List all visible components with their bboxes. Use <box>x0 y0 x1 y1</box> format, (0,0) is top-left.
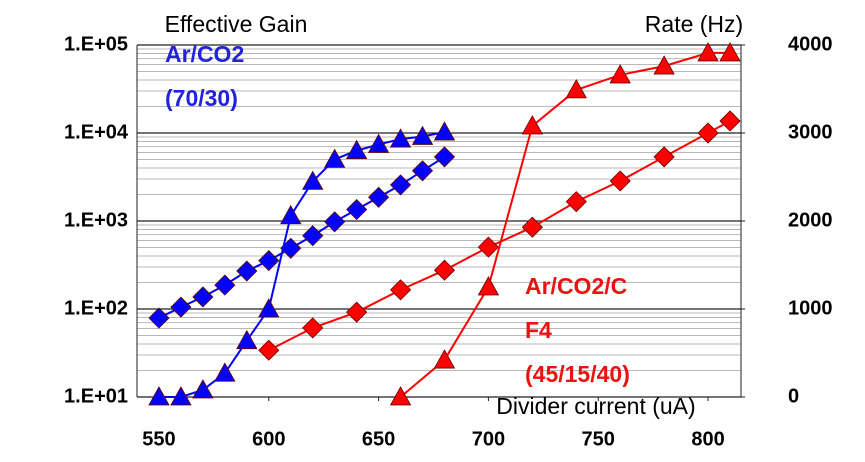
series-annotation: (45/15/40) <box>525 361 630 387</box>
y2-axis-label: Rate (Hz) <box>645 11 743 37</box>
x-tick-label: 750 <box>582 428 615 450</box>
diamond-marker <box>697 122 719 144</box>
triangle-marker <box>411 125 434 145</box>
diamond-marker <box>236 260 258 282</box>
diamond-marker <box>411 160 434 182</box>
triangle-marker <box>653 55 675 75</box>
diamond-marker <box>368 186 390 208</box>
triangle-marker <box>389 386 412 406</box>
diamond-marker <box>346 198 368 221</box>
triangle-marker <box>719 42 741 62</box>
diamond-marker <box>302 317 324 339</box>
diamond-marker <box>477 236 499 258</box>
x-axis-label: Divider current (uA) <box>496 393 695 419</box>
triangle-marker <box>258 298 280 318</box>
grid <box>136 44 745 401</box>
triangle-marker <box>345 139 368 159</box>
triangle-marker <box>477 276 500 296</box>
triangle-marker <box>521 115 544 135</box>
triangle-marker <box>433 121 456 141</box>
diamond-marker <box>258 339 280 361</box>
triangle-marker <box>236 329 258 350</box>
diamond-marker <box>433 146 456 168</box>
triangle-marker <box>323 148 346 168</box>
triangle-marker <box>697 42 719 62</box>
diamond-marker <box>565 191 587 213</box>
y-tick-label: 1.E+01 <box>64 385 128 407</box>
y2-tick-label: 3000 <box>788 121 833 143</box>
triangle-marker <box>170 386 192 406</box>
y-axis-label: Effective Gain <box>165 11 308 37</box>
series-annotation: (70/30) <box>165 85 238 111</box>
diamond-marker <box>433 259 456 281</box>
y2-tick-label: 0 <box>788 385 799 407</box>
y-tick-label: 1.E+05 <box>64 33 128 55</box>
x-tick-label: 700 <box>472 428 505 450</box>
series-layer <box>148 42 741 406</box>
diamond-marker <box>302 225 324 247</box>
diamond-marker <box>214 274 236 296</box>
x-tick-label: 800 <box>691 428 724 450</box>
triangle-marker <box>609 64 631 84</box>
triangle-marker <box>214 362 236 382</box>
series-annotation: Ar/CO2 <box>165 41 244 67</box>
x-tick-label: 550 <box>142 428 175 450</box>
diamond-marker <box>192 286 214 308</box>
y-tick-label: 1.E+02 <box>64 297 128 319</box>
triangle-marker <box>565 79 587 99</box>
y2-tick-label: 2000 <box>788 209 833 231</box>
diamond-marker <box>719 110 741 132</box>
diamond-marker <box>389 174 412 196</box>
triangle-marker <box>433 349 456 369</box>
diamond-marker <box>521 216 543 238</box>
triangle-marker <box>367 133 390 153</box>
y-tick-label: 1.E+04 <box>64 121 129 143</box>
y2-tick-label: 1000 <box>788 297 833 319</box>
triangle-marker <box>302 170 324 190</box>
triangle-marker <box>280 204 302 225</box>
diamond-marker <box>609 170 631 192</box>
y2-tick-label: 4000 <box>788 33 833 55</box>
diamond-marker <box>389 279 412 301</box>
x-tick-label: 600 <box>252 428 285 450</box>
diamond-marker <box>324 211 346 233</box>
diamond-marker <box>170 296 192 318</box>
triangle-marker <box>389 128 412 148</box>
series-annotation: Ar/CO2/C <box>525 273 627 299</box>
triangle-marker <box>148 386 170 406</box>
diamond-marker <box>258 250 280 272</box>
series-annotation: F4 <box>525 317 552 343</box>
diamond-marker <box>346 301 368 323</box>
diamond-marker <box>653 146 675 168</box>
triangle-marker <box>192 379 214 399</box>
diamond-marker <box>148 307 170 329</box>
x-tick-label: 650 <box>362 428 395 450</box>
y-tick-label: 1.E+03 <box>64 209 128 231</box>
